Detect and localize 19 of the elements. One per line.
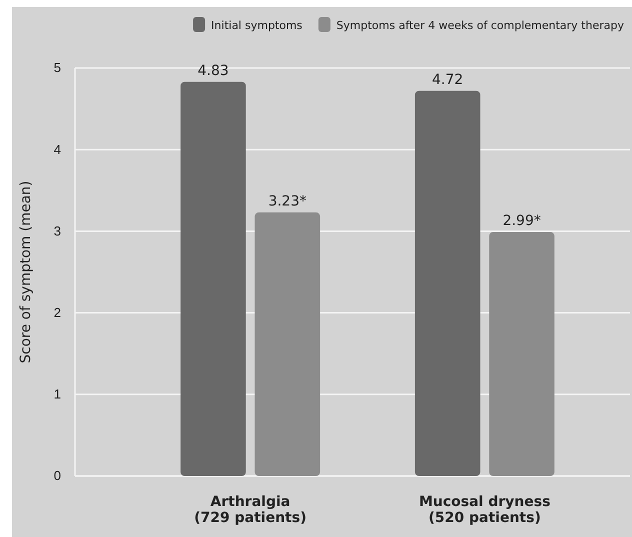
bar	[414, 90, 480, 476]
y-tick-label: 3	[54, 223, 61, 238]
y-tick-label: 2	[54, 304, 61, 320]
y-tick-label: 4	[54, 142, 61, 157]
bar	[254, 212, 320, 476]
bar	[489, 232, 554, 476]
x-tick-label: Mucosal dryness (520 patients)	[418, 494, 550, 526]
data-label: 3.23*	[268, 193, 306, 210]
data-label: 4.72	[432, 72, 464, 88]
legend-label: Symptoms after 4 weeks of complementary therapy	[336, 19, 624, 32]
y-tick-label: 0	[54, 468, 61, 484]
data-label: 2.99*	[502, 213, 541, 230]
bar	[180, 82, 246, 476]
y-tick-label: 1	[54, 386, 61, 402]
y-tick-label: 5	[54, 60, 61, 76]
data-label: 4.83	[198, 62, 229, 79]
x-tick-label: Arthralgia (729 patients)	[194, 494, 306, 526]
legend-label: Initial symptoms	[211, 19, 303, 32]
y-axis-title: Score of symptom (mean)	[18, 180, 34, 364]
